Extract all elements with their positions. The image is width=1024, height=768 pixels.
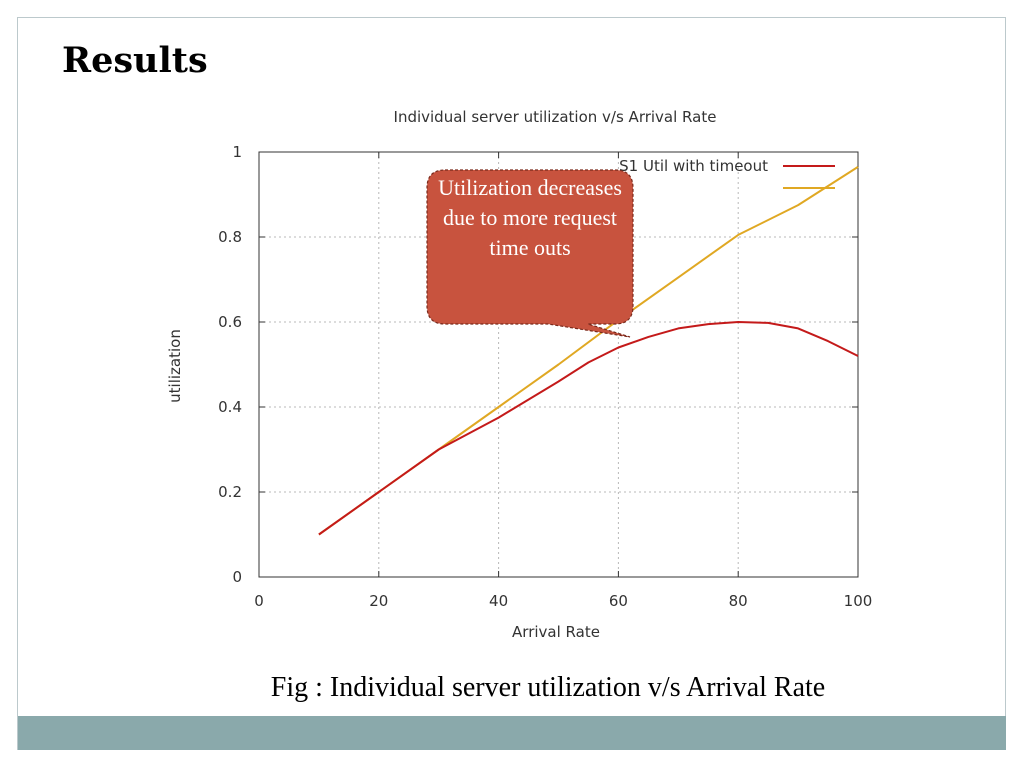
chart-title: Individual server utilization v/s Arriva… <box>394 108 717 126</box>
y-tick-label: 1 <box>232 143 242 161</box>
series-line-1 <box>318 321 859 536</box>
x-tick-label: 0 <box>254 592 264 610</box>
y-tick-label: 0.8 <box>218 228 242 246</box>
x-tick-label: 100 <box>844 592 873 610</box>
x-tick-label: 80 <box>729 592 748 610</box>
y-axis-label: utilization <box>166 329 184 403</box>
x-tick-label: 20 <box>369 592 388 610</box>
series-lines <box>318 166 859 536</box>
x-axis-label: Arrival Rate <box>512 623 600 641</box>
figure-caption: Fig : Individual server utilization v/s … <box>270 672 826 703</box>
y-tick-label: 0.4 <box>218 398 242 416</box>
legend-label: S1 Util with timeout <box>619 157 768 175</box>
legend: S1 Util with timeout <box>619 157 835 189</box>
y-tick-label: 0.6 <box>218 313 242 331</box>
x-tick-label: 40 <box>489 592 508 610</box>
x-tick-label: 60 <box>609 592 628 610</box>
plot-area-border <box>258 151 859 578</box>
callout-bubble <box>426 169 634 338</box>
axis-ticks: 0 20 40 60 80 100 0 0.2 0.4 0.6 0.8 1 <box>218 143 872 610</box>
annotation-callout <box>426 169 634 338</box>
slide-title: Results <box>62 40 208 81</box>
footer-bar <box>18 716 1006 750</box>
y-tick-label: 0 <box>232 568 242 586</box>
y-tick-label: 0.2 <box>218 483 242 501</box>
slide-frame <box>17 17 1006 750</box>
